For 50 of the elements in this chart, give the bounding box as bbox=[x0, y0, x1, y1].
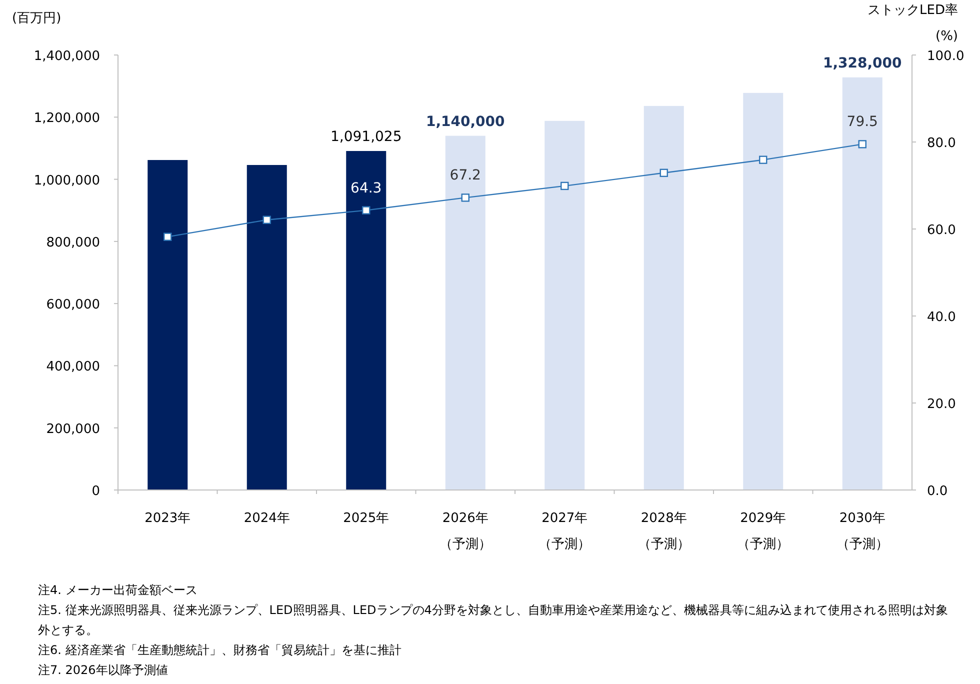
text: 注6. 経済産業省「生産動態統計」、財務省「貿易統計」を基に推計 bbox=[38, 642, 402, 659]
x-tick-label: 2023年 bbox=[144, 511, 191, 526]
y-tick-label: 400,000 bbox=[46, 360, 100, 375]
y2-tick-label: 0.0 bbox=[927, 484, 948, 499]
data-label: 79.5 bbox=[846, 114, 878, 130]
data-label: 1,091,025 bbox=[330, 129, 402, 146]
point bbox=[858, 140, 866, 148]
bar bbox=[148, 160, 188, 490]
bar bbox=[346, 151, 386, 490]
y-tick-label: 1,200,000 bbox=[34, 111, 100, 126]
data-label: 1,140,000 bbox=[426, 114, 506, 130]
point bbox=[262, 216, 271, 224]
y2-tick-label: 20.0 bbox=[927, 397, 956, 412]
bar bbox=[644, 106, 684, 490]
bar bbox=[445, 136, 486, 490]
y2-tick-label: 40.0 bbox=[927, 310, 956, 325]
text: 注7. 2026年以降予測値 bbox=[38, 662, 169, 679]
point bbox=[461, 194, 470, 202]
y-tick-label: 1,000,000 bbox=[34, 173, 100, 188]
x-tick-label: 2025年 bbox=[343, 511, 390, 526]
y-tick-label: 800,000 bbox=[46, 235, 100, 250]
bar bbox=[842, 77, 882, 490]
point bbox=[362, 206, 370, 214]
point bbox=[660, 168, 668, 177]
y2-axis-title: ストックLED率 (%) bbox=[868, 2, 958, 44]
x-tick-label: 2028年（予測） bbox=[638, 511, 690, 552]
point bbox=[759, 156, 768, 164]
data-label: 67.2 bbox=[450, 168, 481, 184]
text: 注4. メーカー出荷金額ベース bbox=[38, 582, 198, 599]
y2-tick-label: 80.0 bbox=[927, 136, 956, 151]
y-tick-label: 0 bbox=[92, 484, 100, 499]
y-tick-label: 600,000 bbox=[46, 298, 100, 313]
y-tick-label: 200,000 bbox=[46, 422, 100, 437]
bar bbox=[544, 120, 585, 490]
bar bbox=[246, 164, 287, 490]
y2-tick-label: 100.0 bbox=[927, 49, 964, 64]
data-label: 64.3 bbox=[350, 180, 382, 196]
bar bbox=[743, 92, 784, 490]
x-tick-label: 2024年 bbox=[244, 511, 290, 526]
point bbox=[164, 232, 172, 241]
y-tick-label: 1,400,000 bbox=[34, 49, 100, 64]
y2-tick-label: 60.0 bbox=[927, 223, 956, 238]
x-tick-label: 2027年（予測） bbox=[538, 511, 591, 552]
text: 注5. 従来光源照明器具、従来光源ランプ、LED照明器具、LEDランプの4分野を対象とし、自動車用途や産業用途など、機械器具等に組み込まれて使用される照明は対象外とする。 bbox=[38, 602, 949, 639]
x-tick-label: 2030年（予測） bbox=[836, 511, 888, 552]
point bbox=[560, 182, 569, 190]
data-label: 1,328,000 bbox=[822, 55, 902, 72]
x-tick-label: 2026年（予測） bbox=[439, 511, 492, 552]
x-tick-label: 2029年（予測） bbox=[737, 511, 790, 552]
y-axis-title: (百万円) bbox=[12, 11, 62, 26]
